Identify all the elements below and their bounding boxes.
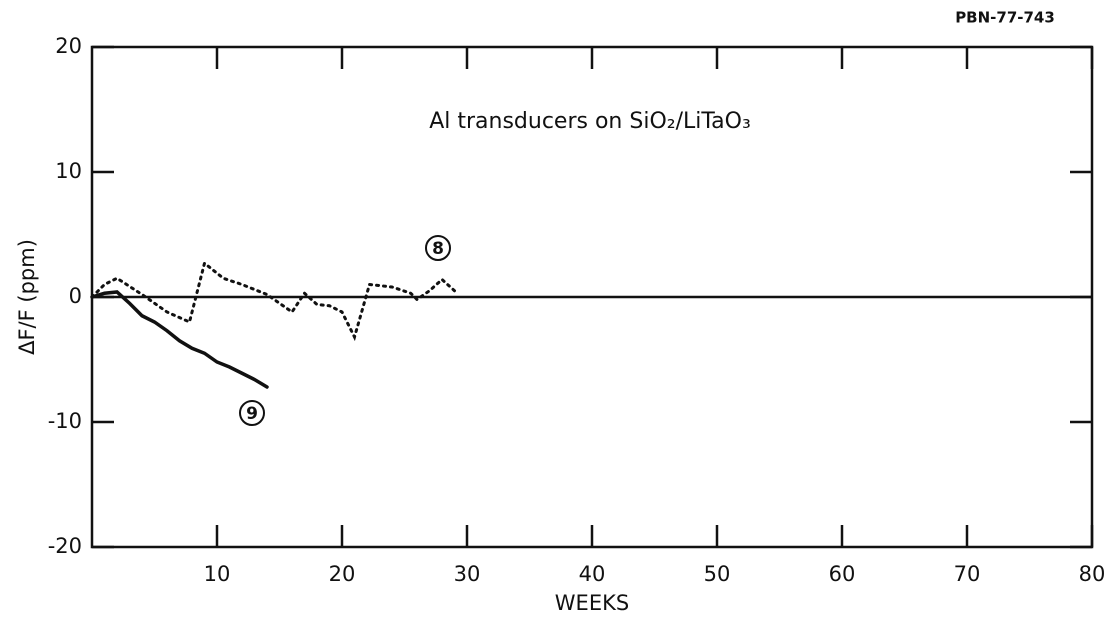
- x-tick-label: 30: [454, 562, 481, 586]
- x-tick-label: 20: [329, 562, 356, 586]
- series-line: [90, 260, 456, 342]
- x-tick-label: 60: [829, 562, 856, 586]
- y-tick-label: -10: [48, 409, 82, 433]
- x-tick-label: 70: [954, 562, 981, 586]
- series-line: [90, 290, 269, 389]
- y-tick-label: 20: [55, 34, 82, 58]
- y-tick-label: 0: [69, 284, 82, 308]
- series-label: 8: [432, 239, 444, 259]
- x-axis-label: WEEKS: [555, 591, 629, 615]
- y-axis-label: ΔF/F (ppm): [15, 239, 39, 355]
- figure-id: PBN-77-743: [955, 9, 1055, 27]
- series-label-circle: [239, 400, 265, 426]
- y-tick-label: -20: [48, 534, 82, 558]
- series-label-circle: [425, 235, 451, 261]
- chart-title: Al transducers on SiO₂/LiTaO₃: [429, 109, 751, 134]
- x-tick-label: 80: [1079, 562, 1106, 586]
- x-tick-label: 50: [704, 562, 731, 586]
- x-tick-label: 40: [579, 562, 606, 586]
- x-tick-label: 10: [204, 562, 231, 586]
- series-label: 9: [246, 404, 258, 424]
- y-tick-label: 10: [55, 159, 82, 183]
